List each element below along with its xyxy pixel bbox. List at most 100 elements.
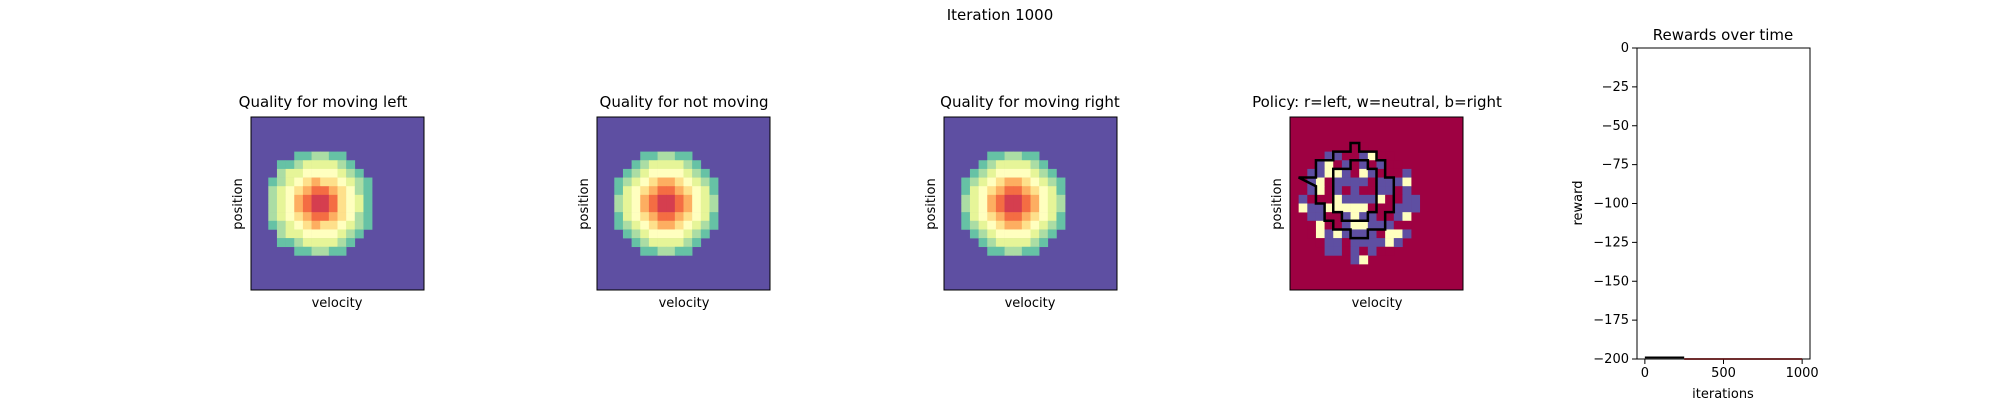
policy-cell: [1359, 168, 1369, 178]
heatmap-cell: [1039, 203, 1049, 213]
heatmap-cell: [1047, 177, 1057, 187]
policy-cell: [1393, 238, 1403, 248]
heatmap-cell: [285, 177, 295, 187]
policy-cell: [1341, 203, 1351, 213]
heatmap-cell: [302, 203, 312, 213]
heatmap-cell: [1039, 168, 1049, 178]
heatmap-cell: [648, 151, 658, 161]
heatmap-cell: [294, 212, 304, 222]
heatmap-cell: [346, 186, 356, 196]
trajectory-contour: [1298, 141, 1396, 240]
heatmap-cell: [995, 151, 1005, 161]
heatmap-cell: [969, 203, 979, 213]
policy-cell: [1350, 203, 1360, 213]
heatmap-cell: [995, 186, 1005, 196]
heatmap-cell: [311, 246, 321, 256]
policy-cell: [1402, 203, 1412, 213]
heatmap-cell: [1021, 186, 1031, 196]
policy-cell: [1324, 212, 1334, 222]
heatmap-cell: [302, 151, 312, 161]
heatmap-cell: [640, 186, 650, 196]
heatmap-cell: [354, 168, 364, 178]
heatmap-cell: [614, 194, 624, 204]
heatmap-cell: [1056, 212, 1066, 222]
heatmap-cell: [337, 186, 347, 196]
policy-cell: [1385, 229, 1395, 239]
heatmap-cell: [969, 168, 979, 178]
heatmap-cell: [1030, 177, 1040, 187]
heatmap-cell: [294, 220, 304, 230]
x-tick-label: 1000: [1786, 366, 1819, 381]
heatmap-cell: [285, 203, 295, 213]
y-tick-label: −200: [1593, 352, 1629, 367]
heatmap-panel-right: Quality for moving right velocity positi…: [924, 93, 1120, 311]
heatmap-cell: [1047, 186, 1057, 196]
heatmap-cell: [987, 186, 997, 196]
heatmap-cell: [346, 220, 356, 230]
heatmap-cell: [622, 220, 632, 230]
heatmap-cell: [631, 160, 641, 170]
policy-cell: [1359, 203, 1369, 213]
heatmap-cell: [674, 229, 684, 239]
heatmap-cell: [700, 212, 710, 222]
heatmap-cell: [354, 177, 364, 187]
heatmap-cell: [674, 238, 684, 248]
heatmap-cell: [961, 177, 971, 187]
heatmap-cell: [614, 212, 624, 222]
heatmap-cell: [311, 151, 321, 161]
x-axis-label: velocity: [659, 296, 710, 311]
heatmap-cell: [657, 212, 667, 222]
policy-cell: [1324, 151, 1334, 161]
heatmap-cell: [1021, 177, 1031, 187]
heatmap-cell: [268, 220, 278, 230]
heatmap-cell: [692, 229, 702, 239]
heatmap-cell: [657, 160, 667, 170]
heatmap-cell: [969, 212, 979, 222]
policy-cell: [1307, 229, 1317, 239]
policy-cell: [1315, 160, 1325, 170]
policy-cell: [1324, 220, 1334, 230]
heatmap-cell: [995, 160, 1005, 170]
policy-cell: [1385, 177, 1395, 187]
heatmap-cell: [1013, 238, 1023, 248]
x-tick-label: 500: [1711, 366, 1736, 381]
heatmap-cell: [648, 220, 658, 230]
heatmap-cell: [346, 203, 356, 213]
heatmap-cell: [978, 160, 988, 170]
heatmap-cell: [1013, 220, 1023, 230]
heatmap-cell: [1004, 246, 1014, 256]
heatmap-cell: [302, 186, 312, 196]
heatmap-cell: [1056, 203, 1066, 213]
heatmap-cell: [302, 220, 312, 230]
heatmap-cell: [302, 212, 312, 222]
heatmap-cell: [709, 212, 719, 222]
heatmap-cell: [978, 186, 988, 196]
heatmap-cell: [674, 160, 684, 170]
policy-cell: [1359, 186, 1369, 196]
heatmap-cell: [1013, 160, 1023, 170]
heatmap-cell: [1047, 194, 1057, 204]
heatmap-cell: [1013, 186, 1023, 196]
policy-cell: [1359, 194, 1369, 204]
heatmap-cell: [363, 194, 373, 204]
policy-cell: [1315, 220, 1325, 230]
heatmap-cell: [294, 229, 304, 239]
heatmap-cell: [692, 220, 702, 230]
policy-cell: [1333, 246, 1343, 256]
policy-cell: [1333, 212, 1343, 222]
heatmap-cell: [268, 203, 278, 213]
heatmap-cell: [674, 151, 684, 161]
heatmap-cell: [692, 186, 702, 196]
policy-cell: [1385, 220, 1395, 230]
policy-cell: [1376, 177, 1386, 187]
heatmap-frame: [250, 116, 425, 291]
heatmap-cell: [294, 151, 304, 161]
heatmap-cell: [328, 229, 338, 239]
heatmap-cell: [328, 238, 338, 248]
heatmap-cell: [1047, 220, 1057, 230]
heatmap-cell: [987, 160, 997, 170]
heatmap-cell: [987, 212, 997, 222]
heatmap-cell: [1030, 203, 1040, 213]
policy-cell: [1333, 160, 1343, 170]
heatmap-cell: [337, 160, 347, 170]
